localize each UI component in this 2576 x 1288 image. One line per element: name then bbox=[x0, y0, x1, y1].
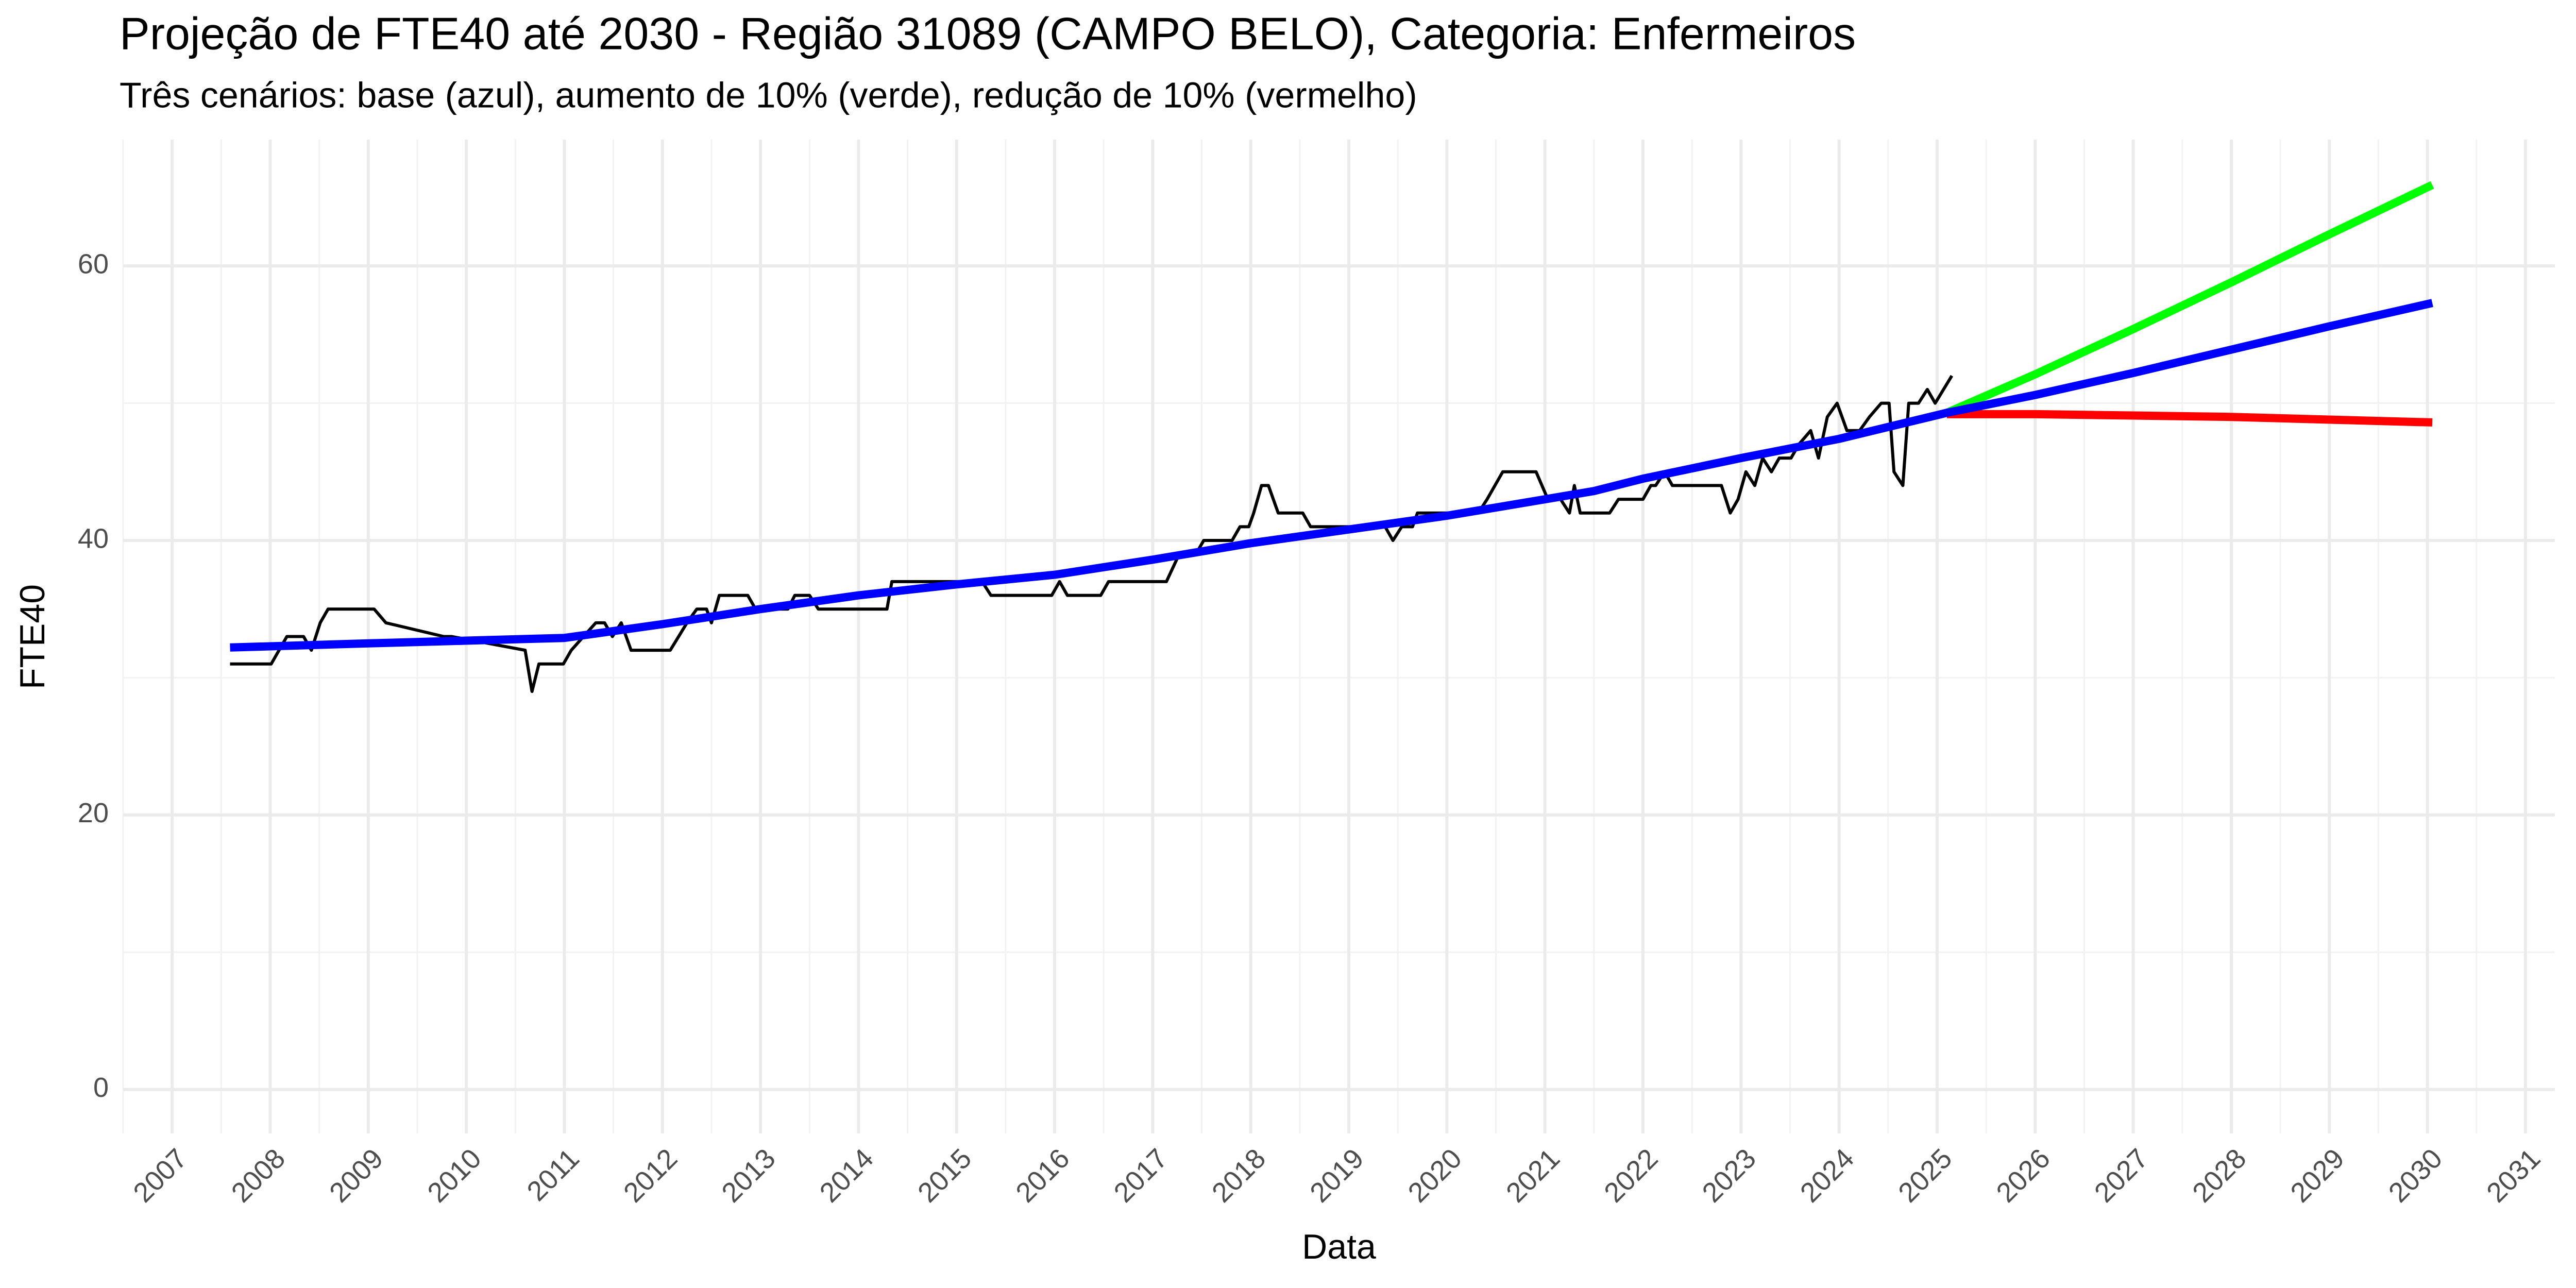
y-tick-label: 0 bbox=[93, 1072, 109, 1103]
x-tick-label: 2008 bbox=[226, 1143, 291, 1208]
x-tick-label: 2019 bbox=[1304, 1143, 1369, 1208]
x-tick-label: 2028 bbox=[2187, 1143, 2252, 1208]
series-line bbox=[1947, 410, 2433, 427]
x-tick-label: 2029 bbox=[2284, 1143, 2350, 1208]
x-tick-label: 2007 bbox=[127, 1143, 193, 1208]
x-tick-label: 2027 bbox=[2089, 1143, 2154, 1208]
series-line bbox=[230, 299, 2433, 652]
x-tick-label: 2011 bbox=[521, 1143, 585, 1207]
x-tick-label: 2022 bbox=[1598, 1143, 1664, 1208]
y-tick-label: 40 bbox=[78, 523, 109, 554]
x-tick-label: 2017 bbox=[1108, 1143, 1174, 1208]
series-line bbox=[230, 375, 1954, 693]
x-tick-label: 2015 bbox=[912, 1143, 977, 1208]
y-tick-label: 20 bbox=[78, 798, 109, 828]
x-tick-label: 2021 bbox=[1500, 1143, 1566, 1208]
x-tick-label: 2024 bbox=[1794, 1143, 1860, 1208]
y-axis-title: FTE40 bbox=[13, 584, 52, 689]
y-tick-label: 60 bbox=[78, 248, 109, 279]
chart-title: Projeção de FTE40 até 2030 - Região 3108… bbox=[120, 8, 1856, 59]
x-axis-title: Data bbox=[1302, 1227, 1376, 1266]
x-tick-label: 2010 bbox=[421, 1143, 487, 1208]
x-tick-label: 2023 bbox=[1697, 1143, 1762, 1208]
x-tick-label: 2020 bbox=[1402, 1143, 1468, 1208]
plot-area bbox=[230, 181, 2434, 693]
tick-labels: 0 20 40 60 2007 2008 2009 2010 2011 2012 2013 2014 2… bbox=[78, 248, 2547, 1208]
x-tick-label: 2014 bbox=[814, 1143, 879, 1208]
x-tick-label: 2026 bbox=[1990, 1143, 2056, 1208]
x-tick-label: 2025 bbox=[1892, 1143, 1958, 1208]
chart-subtitle: Três cenários: base (azul), aumento de 1… bbox=[120, 75, 1417, 115]
x-tick-label: 2012 bbox=[618, 1143, 683, 1208]
x-tick-label: 2013 bbox=[716, 1143, 781, 1208]
x-tick-label: 2018 bbox=[1206, 1143, 1272, 1208]
x-tick-label: 2030 bbox=[2383, 1143, 2448, 1208]
series-line bbox=[1945, 181, 2434, 417]
x-tick-label: 2009 bbox=[324, 1143, 389, 1208]
grid bbox=[122, 140, 2555, 1133]
x-tick-label: 2031 bbox=[2481, 1143, 2546, 1208]
x-tick-label: 2016 bbox=[1010, 1143, 1075, 1208]
